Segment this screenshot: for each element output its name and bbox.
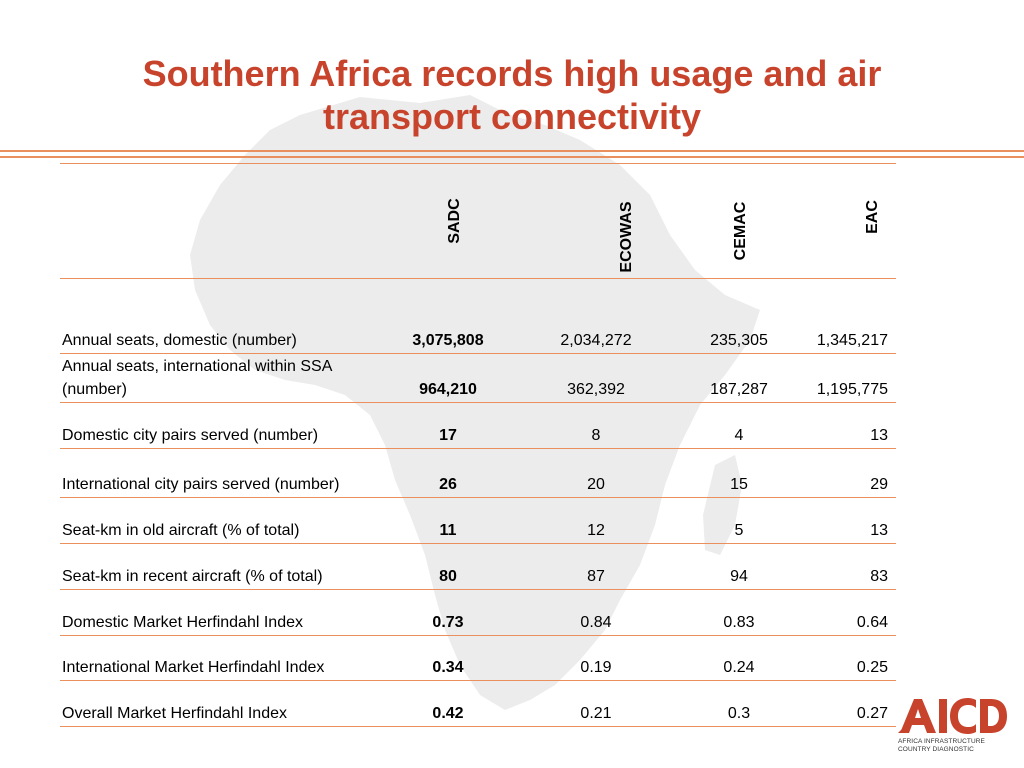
cell-sadc: 26 [439, 475, 457, 493]
column-label: EAC [864, 200, 882, 234]
cell-eac: 13 [870, 426, 888, 444]
cell-eac: 1,345,217 [816, 331, 888, 349]
table-row: International Market Herfindahl Index 0.… [60, 635, 896, 680]
table-row: Annual seats, domestic (number) 3,075,80… [60, 329, 896, 353]
cell-ecowas: 8 [591, 426, 601, 444]
column-label: CEMAC [732, 201, 750, 261]
row-label: International city pairs served (number) [62, 475, 340, 493]
cell-cemac: 0.24 [723, 658, 755, 676]
table-row: Domestic city pairs served (number) 17 8… [60, 402, 896, 448]
table-row: International city pairs served (number)… [60, 448, 896, 497]
cell-ecowas: 0.21 [580, 704, 612, 722]
table-header-row: SADC ECOWAS CEMAC EAC [60, 163, 896, 279]
row-label: Domestic Market Herfindahl Index [62, 613, 303, 631]
cell-sadc: 0.73 [432, 613, 464, 631]
cell-sadc: 11 [439, 521, 457, 539]
row-label: Overall Market Herfindahl Index [62, 704, 287, 722]
cell-cemac: 187,287 [710, 380, 768, 398]
aicd-logo-mark [898, 698, 1007, 734]
row-label: International Market Herfindahl Index [62, 658, 325, 676]
table-row: Seat-km in old aircraft (% of total) 11 … [60, 497, 896, 543]
cell-ecowas: 0.84 [580, 613, 612, 631]
table-row: Overall Market Herfindahl Index 0.42 0.2… [60, 680, 896, 726]
cell-ecowas: 2,034,272 [560, 331, 632, 349]
cell-cemac: 15 [730, 475, 748, 493]
cell-eac: 13 [870, 521, 888, 539]
cell-sadc: 0.34 [432, 658, 464, 676]
cell-eac: 83 [870, 567, 888, 585]
row-label: Domestic city pairs served (number) [62, 426, 319, 444]
table-spacer-row [60, 279, 896, 329]
cell-eac: 29 [870, 475, 888, 493]
cell-cemac: 235,305 [710, 331, 768, 349]
cell-cemac: 5 [734, 521, 744, 539]
table-row: Domestic Market Herfindahl Index 0.73 0.… [60, 589, 896, 635]
column-label: SADC [445, 198, 463, 244]
cell-ecowas: 0.19 [580, 658, 612, 676]
column-header-sadc: SADC [390, 164, 506, 279]
cell-ecowas: 87 [587, 567, 605, 585]
cell-sadc: 0.42 [432, 704, 464, 722]
row-label: Annual seats, domestic (number) [62, 331, 297, 349]
africa-map-image [190, 95, 760, 710]
slide-title: Southern Africa records high usage and a… [142, 53, 882, 137]
header-empty-cell [60, 164, 390, 279]
cell-cemac: 94 [730, 567, 748, 585]
aicd-logo: AFRICA INFRASTRUCTURE COUNTRY DIAGNOSTIC [896, 697, 1014, 759]
table-row: Seat-km in recent aircraft (% of total) … [60, 543, 896, 589]
cell-eac: 0.64 [856, 613, 888, 631]
cell-eac: 1,195,775 [816, 380, 888, 398]
logo-subtitle-line2: COUNTRY DIAGNOSTIC [898, 746, 974, 753]
title-divider-secondary [0, 156, 1024, 158]
cell-sadc: 3,075,808 [412, 331, 484, 349]
table-row: Annual seats, international within SSA (… [60, 353, 896, 402]
cell-eac: 0.25 [856, 658, 888, 676]
column-label: ECOWAS [617, 201, 635, 273]
column-header-cemac: CEMAC [686, 164, 792, 279]
row-label: Annual seats, international within SSA (… [62, 357, 332, 398]
cell-cemac: 0.3 [727, 704, 751, 722]
cell-sadc: 80 [439, 567, 457, 585]
cell-ecowas: 12 [587, 521, 605, 539]
row-label: Seat-km in old aircraft (% of total) [62, 521, 300, 539]
cell-ecowas: 362,392 [567, 380, 625, 398]
cell-sadc: 17 [439, 426, 457, 444]
logo-subtitle-line1: AFRICA INFRASTRUCTURE [898, 738, 985, 745]
column-header-eac: EAC [792, 164, 896, 279]
cell-cemac: 4 [734, 426, 744, 444]
row-label: Seat-km in recent aircraft (% of total) [62, 567, 323, 585]
cell-cemac: 0.83 [723, 613, 755, 631]
comparison-table-container: SADC ECOWAS CEMAC EAC Annual seats, dome… [60, 163, 896, 727]
comparison-table: SADC ECOWAS CEMAC EAC Annual seats, dome… [60, 163, 896, 727]
cell-eac: 0.27 [856, 704, 888, 722]
column-header-ecowas: ECOWAS [506, 164, 686, 279]
cell-sadc: 964,210 [419, 380, 477, 398]
title-divider [0, 150, 1024, 152]
cell-ecowas: 20 [587, 475, 605, 493]
